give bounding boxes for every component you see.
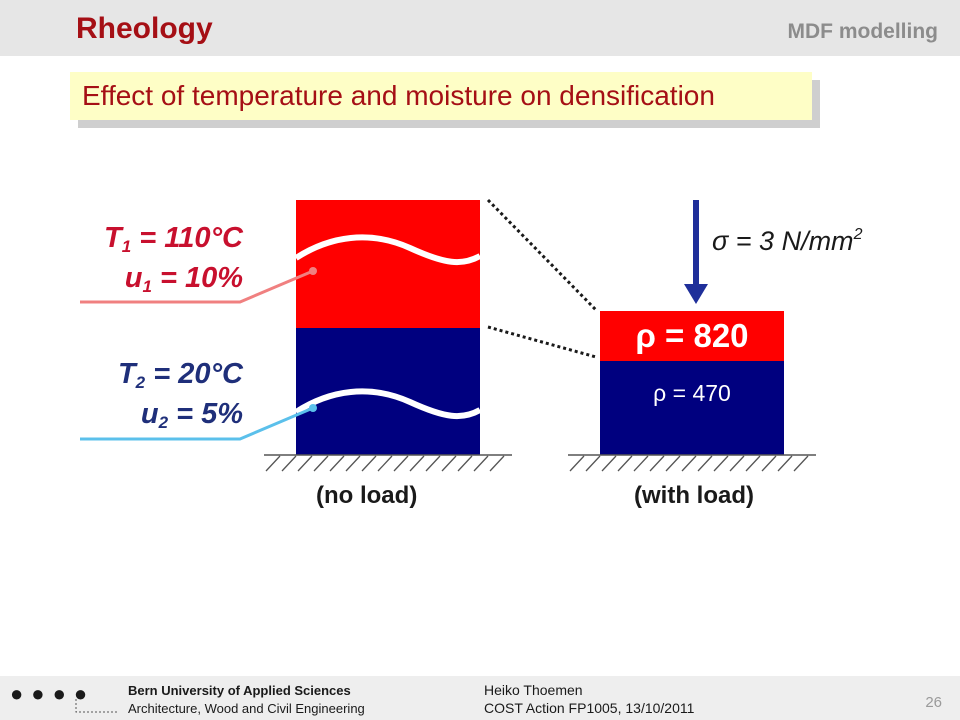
ground-hatch-right <box>569 455 809 472</box>
fiber-wave-top <box>294 234 482 266</box>
density-base: ρ = 470 <box>653 380 731 406</box>
label-t1: T1 = 110°C <box>103 222 243 256</box>
footer-institution: Bern University of Applied Sciences <box>128 683 351 698</box>
callout-dot-red <box>309 267 317 275</box>
load-arrow-head <box>684 284 708 304</box>
logo-dots-icon: ●●●● <box>10 681 96 706</box>
label-u1: u1 = 10% <box>124 262 243 296</box>
caption-with-load: (with load) <box>634 482 754 509</box>
compressed-top-layer <box>600 311 784 361</box>
fiber-wave-bottom <box>294 388 482 420</box>
header-bar <box>0 0 960 56</box>
caption-no-load: (no load) <box>316 482 418 509</box>
slide-topic: MDF modelling <box>787 20 939 43</box>
callout-line-red <box>80 269 314 304</box>
footer-event: COST Action FP1005, 13/10/2011 <box>484 700 695 716</box>
dotted-connector-top <box>486 198 598 312</box>
callout-dot-blue <box>309 404 317 412</box>
ground-hatch-left <box>265 455 505 472</box>
density-compressed: ρ = 820 <box>635 317 749 354</box>
footer-author: Heiko Thoemen <box>484 682 583 698</box>
callout-line-blue <box>80 406 314 441</box>
compressed-bottom-layer <box>600 361 784 455</box>
footer-bar <box>0 676 960 720</box>
label-t2: T2 = 20°C <box>117 358 243 392</box>
page-number: 26 <box>925 694 942 711</box>
label-u2: u2 = 5% <box>140 398 243 432</box>
dotted-connector-bottom <box>487 325 597 359</box>
footer-department: Architecture, Wood and Civil Engineering <box>128 701 365 716</box>
slide-subtitle: Effect of temperature and moisture on de… <box>70 72 812 120</box>
slide-title: Rheology <box>76 12 213 45</box>
load-label: σ = 3 N/mm2 <box>712 226 863 256</box>
